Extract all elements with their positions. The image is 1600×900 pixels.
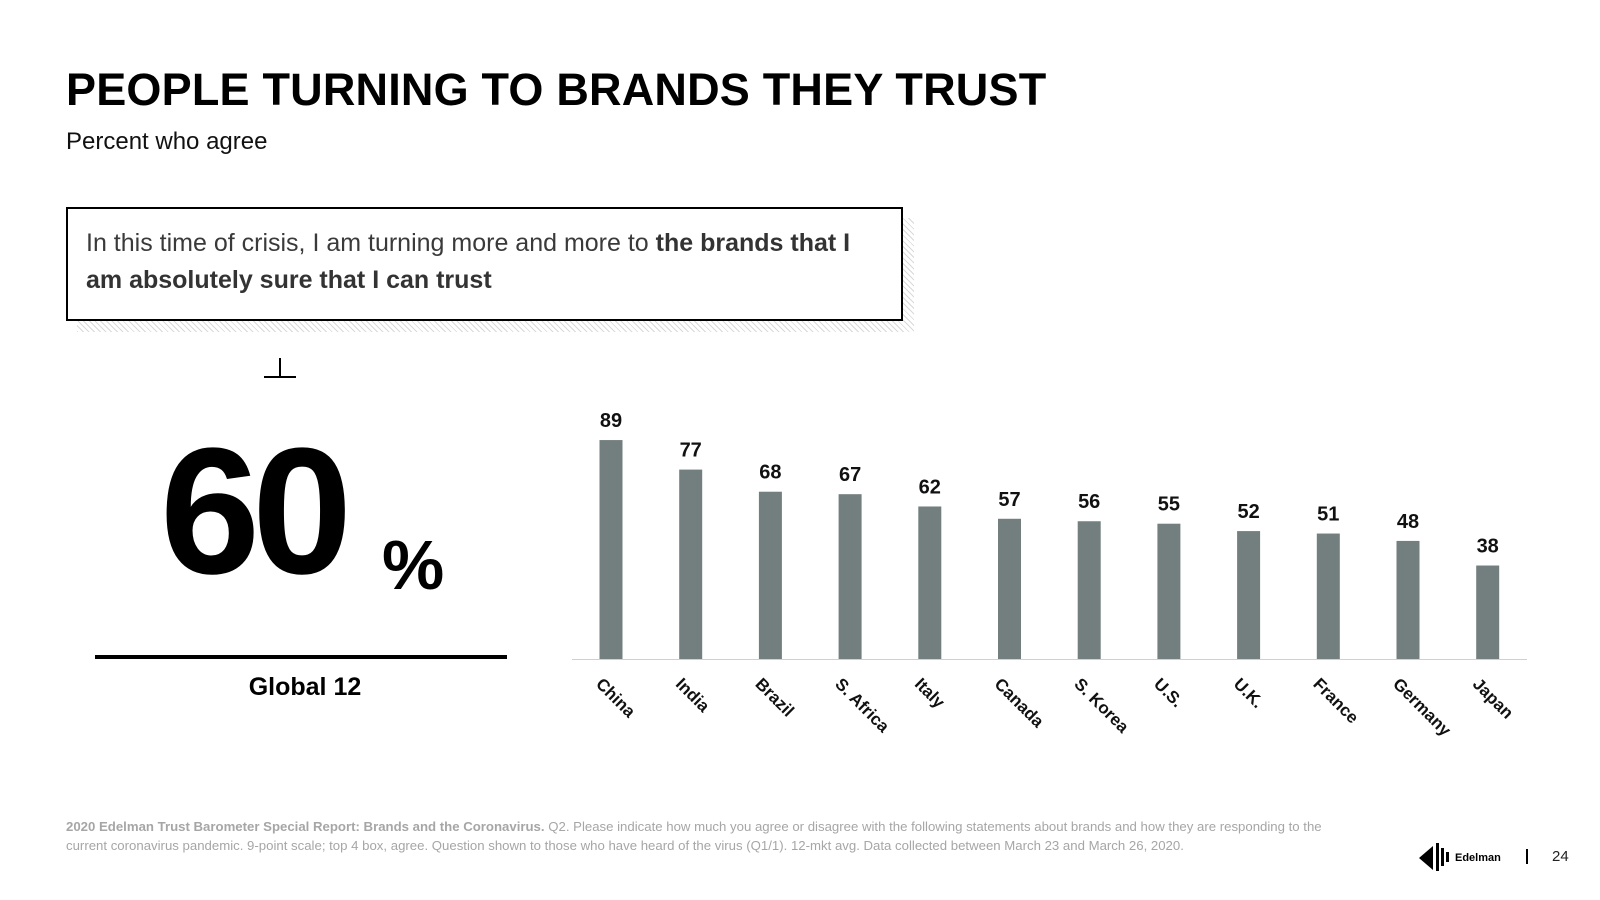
bar-value-label: 62	[919, 476, 941, 498]
bar-value-label: 67	[839, 464, 861, 486]
bar-value-label: 55	[1158, 494, 1180, 516]
statement-bold-text: the brands that I am absolutely sure tha…	[86, 229, 851, 294]
statement-box: In this time of crisis, I am turning mor…	[66, 207, 903, 321]
page-title: PEOPLE TURNING TO BRANDS THEY TRUST	[66, 64, 1047, 115]
bar-china	[599, 440, 623, 659]
statement-regular-text: In this time of crisis, I am turning mor…	[86, 229, 656, 257]
bar-value-label: 89	[600, 410, 622, 432]
footnote: 2020 Edelman Trust Barometer Special Rep…	[66, 818, 1366, 855]
bar-canada	[998, 518, 1021, 659]
bar-value-label: 57	[998, 489, 1020, 511]
bar-value-label: 52	[1237, 501, 1259, 523]
category-label: Italy	[911, 674, 949, 712]
category-label: France	[1309, 674, 1362, 727]
bar-italy	[918, 506, 942, 659]
category-label: S. Korea	[1070, 674, 1133, 737]
brand-name: Edelman	[1455, 852, 1501, 864]
category-label: Brazil	[752, 674, 798, 720]
bar-s-korea	[1077, 521, 1101, 659]
bar-value-label: 51	[1317, 504, 1339, 526]
bar-value-label: 68	[759, 462, 781, 484]
global-percentage-value: 60	[160, 411, 352, 612]
page-separator	[1526, 849, 1528, 864]
bar-u-s	[1157, 523, 1181, 659]
bar-value-label: 56	[1078, 491, 1100, 513]
category-label: U.S.	[1150, 674, 1187, 711]
page-subtitle: Percent who agree	[66, 128, 268, 155]
page-number: 24	[1552, 848, 1569, 865]
footnote-text: Q2. Please indicate how much you agree o…	[66, 819, 1322, 853]
bar-brazil	[758, 491, 782, 659]
footnote-source: 2020 Edelman Trust Barometer Special Rep…	[66, 819, 545, 834]
bar-value-label: 48	[1397, 511, 1419, 533]
bar-value-label: 38	[1477, 536, 1499, 558]
global-divider	[95, 655, 507, 659]
category-label: Japan	[1469, 674, 1517, 722]
category-label: China	[592, 674, 639, 721]
category-label: U.K.	[1230, 674, 1267, 711]
t-bar-icon	[264, 358, 296, 378]
global-label: Global 12	[248, 673, 362, 701]
bar-germany	[1396, 540, 1420, 659]
edelman-logo-icon	[1419, 843, 1449, 871]
global-percentage-unit: %	[382, 526, 445, 604]
bar-u-k	[1237, 531, 1261, 659]
category-label: Germany	[1389, 674, 1455, 740]
bar-france	[1316, 533, 1340, 659]
bar-india	[679, 469, 703, 659]
category-label: Canada	[991, 674, 1048, 731]
category-label: S. Africa	[831, 674, 893, 736]
category-label: India	[672, 674, 714, 716]
statement-text: In this time of crisis, I am turning mor…	[86, 225, 866, 299]
bar-japan	[1476, 565, 1500, 659]
bar-value-label: 77	[680, 440, 702, 462]
statement-callout: In this time of crisis, I am turning mor…	[66, 207, 914, 332]
bar-s-africa	[838, 494, 862, 659]
